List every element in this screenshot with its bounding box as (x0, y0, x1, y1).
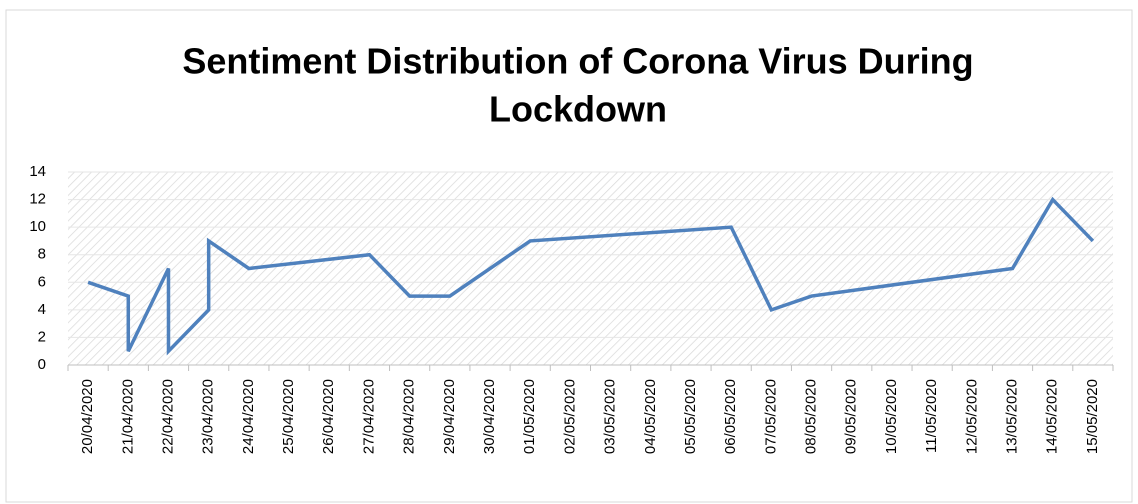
x-tick-label: 30/04/2020 (481, 379, 498, 454)
x-tick-label: 01/05/2020 (521, 379, 538, 454)
x-tick-label: 08/05/2020 (803, 379, 820, 454)
x-tick-label: 11/05/2020 (923, 379, 940, 453)
x-tick-label: 27/04/2020 (360, 379, 377, 454)
x-tick-label: 03/05/2020 (602, 379, 619, 454)
data-line (87, 196, 1095, 356)
x-tick-label: 13/05/2020 (1003, 379, 1020, 454)
x-tick-label: 20/04/2020 (79, 379, 96, 454)
y-tick-label: 12 (29, 191, 46, 208)
x-tick-label: 25/04/2020 (280, 379, 297, 454)
x-tick-label: 28/04/2020 (401, 379, 418, 454)
y-tick-label: 2 (38, 328, 46, 345)
plot-area (68, 172, 1113, 365)
x-tick-label: 24/04/2020 (240, 379, 257, 454)
x-tick-label: 06/05/2020 (722, 379, 739, 454)
x-tick-label: 02/05/2020 (561, 379, 578, 454)
y-tick-label: 4 (38, 301, 46, 318)
x-tick-label: 29/04/2020 (441, 379, 458, 454)
y-tick-label: 0 (38, 356, 46, 373)
x-tick-label: 14/05/2020 (1044, 379, 1061, 454)
chart-title: Sentiment Distribution of Corona Virus D… (182, 41, 973, 82)
x-tick-label: 09/05/2020 (843, 379, 860, 454)
x-tick-label: 05/05/2020 (682, 379, 699, 454)
x-tick-label: 12/05/2020 (963, 379, 980, 454)
x-tick-label: 07/05/2020 (762, 379, 779, 454)
x-tick-label: 22/04/2020 (159, 379, 176, 454)
x-tick-label: 10/05/2020 (883, 379, 900, 454)
chart-title: Lockdown (489, 89, 667, 130)
x-tick-label: 26/04/2020 (320, 379, 337, 454)
y-tick-label: 10 (29, 218, 46, 235)
x-tick-label: 21/04/2020 (119, 379, 136, 454)
x-tick-label: 15/05/2020 (1084, 379, 1101, 454)
y-tick-label: 6 (38, 273, 46, 290)
y-tick-label: 8 (38, 246, 46, 263)
x-tick-label: 23/04/2020 (200, 379, 217, 454)
x-tick-label: 04/05/2020 (642, 379, 659, 454)
y-tick-label: 14 (29, 163, 46, 180)
